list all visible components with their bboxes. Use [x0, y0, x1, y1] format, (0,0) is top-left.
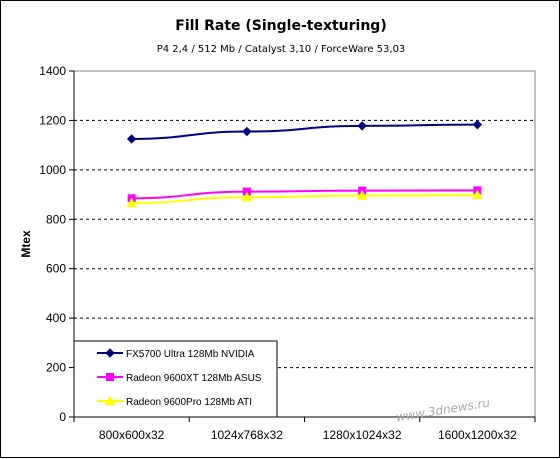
legend: FX5700 Ultra 128Mb NVIDIA Radeon 9600XT 1…	[73, 340, 278, 418]
y-tick-label: 800	[46, 212, 66, 226]
series-line	[131, 123, 478, 140]
y-tick-label: 1400	[39, 64, 66, 78]
legend-marker	[105, 348, 115, 358]
series-line	[131, 189, 478, 200]
series-1	[126, 119, 483, 144]
legend-entry: Radeon 9600Pro 128Mb ATI	[97, 395, 252, 408]
data-point	[356, 190, 368, 200]
data-point	[126, 197, 137, 208]
y-tick-label: 1200	[39, 113, 66, 127]
y-tick-label: 1000	[39, 163, 66, 177]
y-tick-labels: 0 200 400 600 800 1000 1200 1400	[39, 64, 66, 424]
y-tick-label: 0	[59, 410, 66, 424]
y-tick-label: 600	[46, 262, 66, 276]
series-line	[131, 194, 478, 204]
x-tick-label: 1024x768x32	[211, 428, 283, 442]
data-point	[472, 119, 483, 130]
x-tick-label: 1280x1024x32	[323, 428, 402, 442]
data-point	[126, 134, 137, 144]
legend-label: Radeon 9600XT 128Mb ASUS	[126, 373, 262, 384]
gridlines	[69, 70, 535, 418]
series-3	[126, 189, 483, 208]
y-axis-label: Mtex	[19, 230, 33, 258]
legend-marker	[104, 395, 116, 406]
legend-entry: Radeon 9600XT 128Mb ASUS	[97, 373, 262, 384]
data-point	[472, 189, 483, 200]
data-point	[242, 126, 252, 137]
legend-label: FX5700 Ultra 128Mb NVIDIA	[126, 349, 255, 360]
data-point	[241, 191, 253, 202]
legend-label: Radeon 9600Pro 128Mb ATI	[126, 397, 252, 408]
series-lines	[126, 119, 483, 208]
y-tick-label: 400	[46, 311, 66, 325]
x-tick-labels: 800x600x32 1024x768x32 1280x1024x32 1600x12…	[99, 428, 517, 442]
y-tick-label: 200	[46, 361, 66, 375]
legend-marker	[106, 373, 114, 381]
chart-title: Fill Rate (Single-texturing)	[175, 18, 386, 34]
x-tick-label: 1600x1200x32	[438, 428, 517, 442]
legend-entry: FX5700 Ultra 128Mb NVIDIA	[97, 348, 255, 360]
data-point	[357, 121, 367, 131]
chart-subtitle: P4 2,4 / 512 Mb / Catalyst 3,10 / ForceW…	[157, 44, 406, 55]
x-tick-label: 800x600x32	[99, 428, 165, 442]
